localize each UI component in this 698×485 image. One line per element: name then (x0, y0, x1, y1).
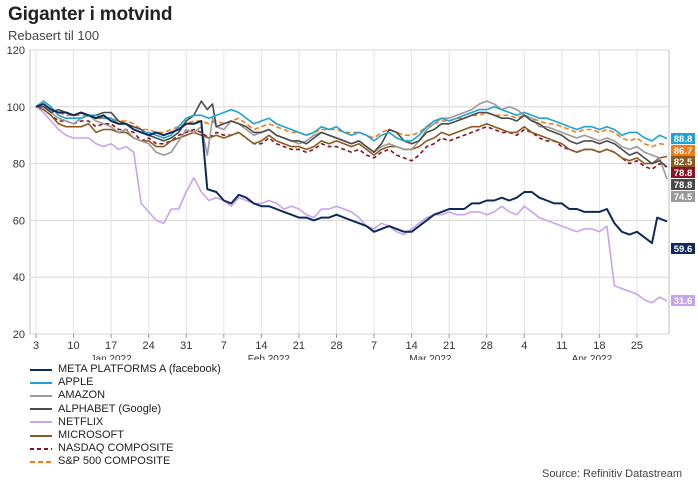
series-lines (35, 100, 668, 304)
source-note: Source: Refinitiv Datastream (542, 468, 682, 480)
y-tick-label: 40 (13, 272, 25, 284)
end-label-box-7 (671, 145, 695, 156)
series-line-4 (35, 106, 668, 304)
series-line-3 (36, 100, 668, 168)
x-month-label: Jan 2022 (91, 354, 133, 360)
x-tick-label: 7 (371, 340, 377, 352)
x-tick-label: 24 (143, 340, 155, 352)
end-label-box-1 (671, 133, 695, 144)
x-tick-label: 4 (521, 340, 527, 352)
end-label-2: 74.5 (674, 192, 693, 203)
legend-item: APPLE (30, 376, 221, 389)
series-line-0 (35, 103, 668, 245)
legend-item: AMAZON (30, 389, 221, 402)
legend-swatch (30, 434, 52, 437)
legend-item: NETFLIX (30, 416, 221, 429)
grid-lines (29, 49, 670, 335)
x-tick-label: 28 (481, 340, 493, 352)
legend-label: MICROSOFT (58, 429, 124, 442)
legend-label: ALPHABET (Google) (58, 402, 162, 415)
chart-subtitle: Rebasert til 100 (8, 28, 100, 43)
legend-swatch (30, 394, 52, 397)
end-label-1: 88.8 (674, 134, 693, 145)
end-label-box-3 (671, 179, 695, 190)
end-label-box-4 (671, 295, 695, 306)
x-month-label: Apr 2022 (572, 354, 613, 360)
end-label-box-2 (671, 191, 695, 202)
y-tick-label: 20 (13, 329, 25, 341)
end-label-box-5 (671, 156, 695, 167)
x-month-label: Feb 2022 (248, 354, 291, 360)
x-tick-label: 10 (67, 340, 79, 352)
end-label-box-6 (671, 167, 695, 178)
y-tick-label: 100 (7, 102, 25, 114)
legend-swatch (30, 368, 52, 371)
x-month-label: Mar 2022 (409, 354, 452, 360)
end-label-box-0 (671, 243, 695, 254)
x-tick-label: 31 (180, 340, 192, 352)
x-tick-label: 28 (330, 340, 342, 352)
series-line-2 (35, 100, 668, 180)
x-tick-label: 18 (593, 340, 605, 352)
end-label-0: 59.6 (674, 244, 693, 255)
legend-item: NASDAQ COMPOSITE (30, 442, 221, 455)
end-label-3: 78.8 (674, 180, 693, 191)
end-value-labels: 88.886.782.578.878.874.559.631.6 (671, 133, 695, 307)
legend: META PLATFORMS A (facebook) APPLE AMAZON AL… (30, 363, 221, 469)
legend-label: AMAZON (58, 389, 106, 402)
series-line-6 (35, 106, 668, 171)
legend-swatch (30, 421, 52, 424)
end-label-7: 86.7 (674, 146, 693, 157)
legend-swatch (30, 408, 52, 411)
legend-label: S&P 500 COMPOSITE (58, 455, 171, 468)
legend-swatch (30, 460, 52, 463)
y-tick-label: 60 (13, 215, 25, 227)
legend-swatch (30, 447, 52, 450)
legend-label: APPLE (58, 376, 94, 389)
x-tick-label: 21 (293, 340, 305, 352)
y-tick-label: 80 (13, 159, 25, 171)
legend-item: S&P 500 COMPOSITE (30, 455, 221, 468)
line-chart: 20 40 60 80 100 120 3 10 17 24 31 7 14 21 28 7 14 21 28 4 1… (7, 45, 695, 360)
x-tick-label: 25 (631, 340, 643, 352)
x-tick-label: 3 (33, 340, 39, 352)
x-axis: 3 10 17 24 31 7 14 21 28 7 14 21 28 4 11 18 25 Jan 2022 Fe… (33, 334, 643, 360)
y-tick-label: 120 (7, 45, 25, 57)
x-tick-label: 7 (221, 340, 227, 352)
legend-swatch (30, 381, 52, 384)
legend-label: NASDAQ COMPOSITE (58, 442, 174, 455)
x-tick-label: 11 (556, 340, 567, 352)
x-tick-label: 21 (443, 340, 455, 352)
legend-item: MICROSOFT (30, 429, 221, 442)
legend-label: META PLATFORMS A (facebook) (58, 363, 221, 376)
x-tick-label: 14 (405, 340, 417, 352)
legend-label: NETFLIX (58, 415, 104, 428)
plot-frame (29, 49, 670, 335)
x-tick-label: 14 (255, 340, 267, 352)
legend-item: ALPHABET (Google) (30, 403, 221, 416)
end-label-4: 31.6 (674, 296, 693, 307)
legend-item: META PLATFORMS A (facebook) (30, 363, 221, 376)
x-tick-label: 17 (105, 340, 117, 352)
end-label-5: 82.5 (674, 157, 693, 168)
y-axis: 20 40 60 80 100 120 (7, 45, 25, 341)
end-label-6: 78.8 (674, 168, 693, 179)
chart-title: Giganter i motvind (8, 4, 173, 25)
